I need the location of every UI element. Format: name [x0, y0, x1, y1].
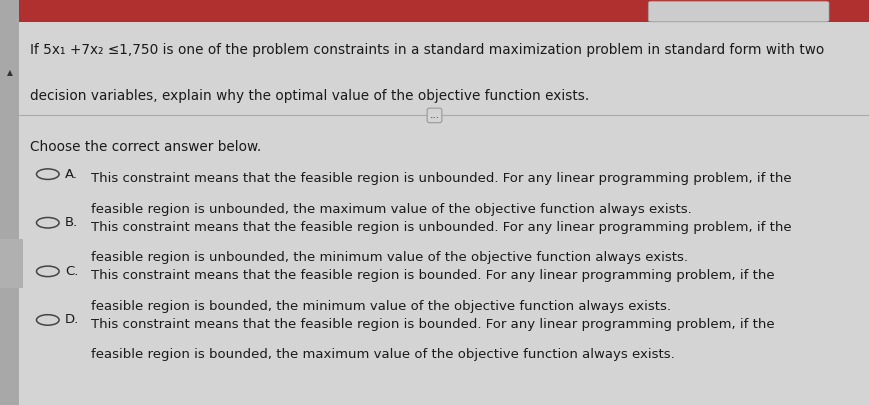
FancyBboxPatch shape [648, 1, 829, 22]
Text: feasible region is unbounded, the maximum value of the objective function always: feasible region is unbounded, the maximu… [91, 202, 692, 215]
Bar [0, 0, 869, 22]
Text: A.: A. [65, 168, 78, 181]
Text: feasible region is unbounded, the minimum value of the objective function always: feasible region is unbounded, the minimu… [91, 251, 688, 264]
Text: This constraint means that the feasible region is unbounded. For any linear prog: This constraint means that the feasible … [91, 172, 792, 185]
Text: Choose the correct answer below.: Choose the correct answer below. [30, 140, 262, 154]
Text: This constraint means that the feasible region is bounded. For any linear progra: This constraint means that the feasible … [91, 318, 775, 331]
Text: B.: B. [65, 216, 78, 229]
Text: ▲: ▲ [7, 68, 12, 77]
Bar [0, 239, 23, 288]
Text: feasible region is bounded, the maximum value of the objective function always e: feasible region is bounded, the maximum … [91, 348, 675, 361]
Text: This constraint means that the feasible region is bounded. For any linear progra: This constraint means that the feasible … [91, 269, 775, 282]
Text: feasible region is bounded, the minimum value of the objective function always e: feasible region is bounded, the minimum … [91, 300, 671, 313]
Bar [0, 0, 19, 405]
Text: If 5x₁ +7x₂ ≤1,750 is one of the problem constraints in a standard maximization : If 5x₁ +7x₂ ≤1,750 is one of the problem… [30, 43, 825, 57]
Text: decision variables, explain why the optimal value of the objective function exis: decision variables, explain why the opti… [30, 89, 590, 103]
Text: D.: D. [65, 313, 79, 326]
Text: ...: ... [429, 111, 440, 120]
Text: This constraint means that the feasible region is unbounded. For any linear prog: This constraint means that the feasible … [91, 221, 792, 234]
Text: C.: C. [65, 265, 78, 278]
